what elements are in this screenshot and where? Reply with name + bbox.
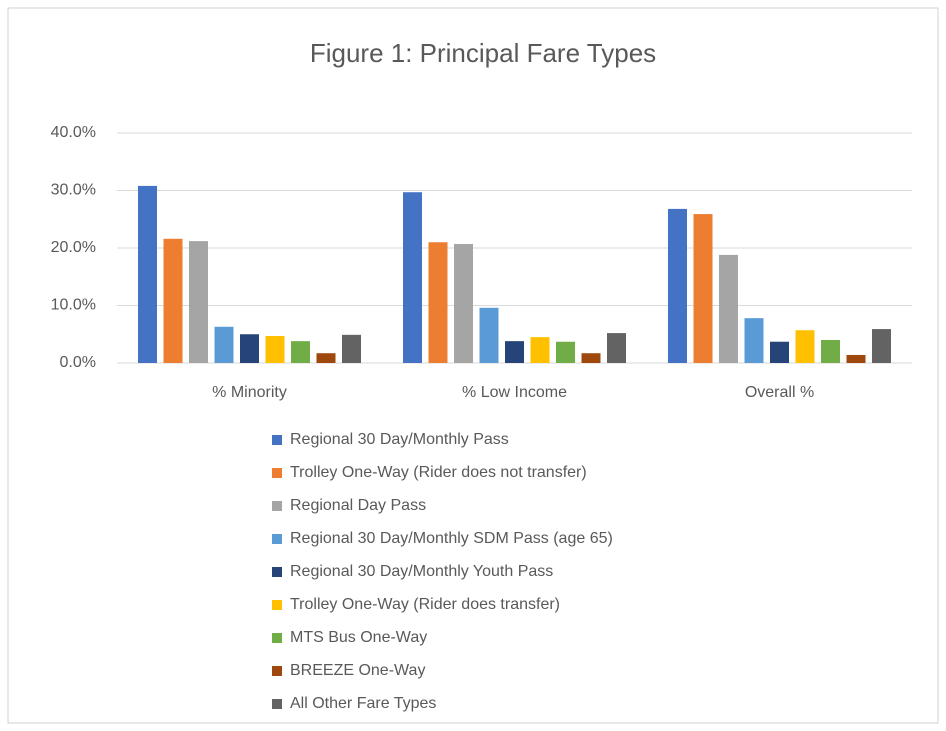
legend-label: Regional 30 Day/Monthly Pass [290, 431, 509, 448]
bar [530, 337, 550, 363]
legend-swatch [272, 435, 282, 445]
bar [505, 341, 524, 363]
chart-frame [7, 7, 939, 724]
bar [265, 335, 285, 363]
bar [163, 238, 183, 363]
legend-swatch [272, 501, 282, 511]
legend-label: Regional Day Pass [290, 497, 426, 514]
legend-label: Trolley One-Way (Rider does not transfer… [290, 464, 587, 481]
bar [479, 307, 499, 363]
bar [454, 243, 473, 363]
y-tick-label: 20.0% [51, 239, 96, 256]
x-tick-label: Overall % [745, 384, 814, 401]
x-tick-label: % Low Income [462, 384, 567, 401]
legend-label: Trolley One-Way (Rider does transfer) [290, 596, 560, 613]
legend-swatch [272, 633, 282, 643]
legend-label: Regional 30 Day/Monthly SDM Pass (age 65… [290, 530, 613, 547]
y-tick-label: 30.0% [51, 182, 96, 199]
legend-swatch [272, 468, 282, 478]
legend-label: All Other Fare Types [290, 695, 436, 712]
bar [744, 318, 764, 363]
legend-swatch [272, 567, 282, 577]
legend-swatch [272, 600, 282, 610]
bar [316, 353, 336, 363]
bar [214, 326, 234, 363]
legend-swatch [272, 534, 282, 544]
legend-label: BREEZE One-Way [290, 662, 425, 679]
y-tick-label: 10.0% [51, 297, 96, 314]
bar [342, 334, 361, 363]
bar [556, 341, 575, 363]
bar [581, 353, 601, 363]
bar [240, 334, 259, 363]
bar [668, 208, 687, 363]
chart-title: Figure 1: Principal Fare Types [310, 38, 656, 68]
bar [770, 341, 789, 363]
bar [189, 241, 208, 363]
bar [719, 254, 738, 363]
bar [693, 214, 713, 363]
bar [795, 330, 815, 363]
bar [846, 354, 866, 363]
legend-swatch [272, 699, 282, 709]
bar [291, 341, 310, 363]
bar [403, 192, 422, 363]
legend-label: MTS Bus One-Way [290, 629, 427, 646]
legend-swatch [272, 666, 282, 676]
x-tick-label: % Minority [212, 384, 287, 401]
bar [821, 340, 840, 363]
bar [872, 329, 891, 363]
y-tick-label: 40.0% [51, 124, 96, 141]
bar [428, 242, 448, 363]
y-tick-label: 0.0% [60, 354, 96, 371]
legend-label: Regional 30 Day/Monthly Youth Pass [290, 563, 553, 580]
bar [607, 333, 626, 363]
bar [138, 185, 157, 363]
